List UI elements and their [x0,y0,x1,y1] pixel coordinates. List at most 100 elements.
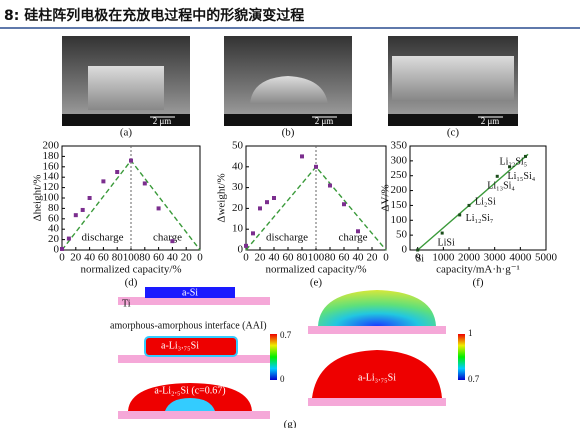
point [170,239,175,244]
x-tick-label: 40 [167,252,179,264]
y-tick-label: 160 [43,160,60,172]
annotation: discharge [266,232,308,244]
ti-label: Ti [122,298,131,309]
x-tick-label: 4000 [509,252,532,264]
panel-label: (c) [447,127,460,139]
point-label: Si [416,253,425,264]
panel-label: (g) [284,419,297,428]
plot-frame [409,145,547,251]
y-tick-label: 40 [232,160,244,172]
point [66,236,71,241]
y-tick-label: 60 [48,212,60,224]
colorbar-label: 1 [468,328,473,338]
fit-line [417,153,529,251]
x-tick-label: 0 [415,252,421,264]
point [300,154,304,159]
point [80,207,85,212]
sem-b: 2 μm (b) [224,36,352,139]
colorbar-label: 0.7 [280,330,292,340]
point [258,206,262,211]
point [251,231,255,236]
figure-title: 8: 硅柱阵列电极在充放电过程中的形貌演变过程 [4,7,304,24]
y-tick-label: 100 [391,214,408,226]
interface-label: amorphous-amorphous interface (AAI) [110,320,267,331]
point [314,164,318,169]
x-tick-label: 40 [269,252,281,264]
x-tick-label: 0 [197,252,203,264]
x-tick-label: 100 [123,252,140,264]
sem-c: 2 μm (c) [388,36,518,139]
y-axis-label: Δweight/% [216,173,228,222]
y-tick-label: 50 [396,229,408,241]
y-tick-label: 200 [43,140,60,152]
x-tick-label: 2000 [458,252,481,264]
y-tick-label: 20 [48,233,60,245]
point [115,170,120,174]
point [142,181,147,186]
x-tick-label: 60 [98,252,110,264]
point [356,229,360,234]
y-tick-label: 40 [48,223,60,235]
x-tick-label: 0 [59,252,65,264]
x-tick-label: 20 [70,252,82,264]
point-label: LiSi [438,237,455,248]
x-tick-label: 0 [383,252,389,264]
y-tick-label: 250 [391,169,408,181]
point-label: Li₁₂Si₇ [466,213,494,224]
y-tick-label: 100 [43,192,60,204]
sem-a: 2 μm (a) [62,36,190,139]
y-tick-label: 10 [232,223,244,235]
point [156,206,161,211]
colorbar-label: 0.7 [468,374,480,384]
point [87,196,92,200]
y-tick-label: 180 [43,150,60,162]
scale-label: 2 μm [315,116,334,126]
point-label: Li₁₅Si₄ [508,171,536,182]
x-tick-label: 80 [112,252,124,264]
point [440,231,444,235]
point [508,165,512,169]
point-label: Li₂₂Si₅ [499,157,527,168]
point [129,158,133,163]
x-tick-label: 20 [255,252,267,264]
x-tick-label: 100 [308,252,325,264]
x-tick-label: 40 [353,252,365,264]
panel-label: (b) [282,127,295,139]
phase-label: a-Li₃.₇₅Si [358,372,396,383]
y-tick-label: 0 [238,244,244,256]
point [272,196,276,200]
point [458,213,462,217]
point-label: Li₁₃Si₄ [487,181,515,192]
phase-label: a-Li₃.₇₅Si [161,340,199,351]
y-tick-label: 20 [232,202,244,214]
x-tick-label: 60 [339,252,351,264]
y-tick-label: 200 [391,184,408,196]
point [60,246,64,251]
x-axis-label: capacity/mA·h·g⁻¹ [436,264,520,276]
panel-label: (d) [125,277,138,289]
y-axis-label: Δheight/% [32,175,44,222]
x-tick-label: 80 [325,252,337,264]
panel-label: (e) [310,277,323,289]
x-tick-label: 40 [84,252,96,264]
annotation: discharge [82,232,124,244]
x-tick-label: 80 [297,252,309,264]
x-axis-label: normalized capacity/% [265,264,366,276]
y-tick-label: 50 [232,140,244,152]
y-tick-label: 0 [402,244,408,256]
x-tick-label: 60 [153,252,165,264]
y-tick-label: 350 [391,140,408,152]
y-tick-label: 150 [391,199,408,211]
x-tick-label: 5000 [535,252,558,264]
x-tick-label: 80 [139,252,151,264]
phase-label: a-Li₂.₅Si (c=0.67) [154,385,225,396]
scale-label: 2 μm [481,116,500,126]
x-tick-label: 60 [283,252,295,264]
a-si-label: a-Si [182,287,198,298]
point [244,243,248,248]
x-tick-label: 0 [243,252,249,264]
y-tick-label: 80 [48,202,60,214]
point-label: Li₂Si [475,197,496,208]
